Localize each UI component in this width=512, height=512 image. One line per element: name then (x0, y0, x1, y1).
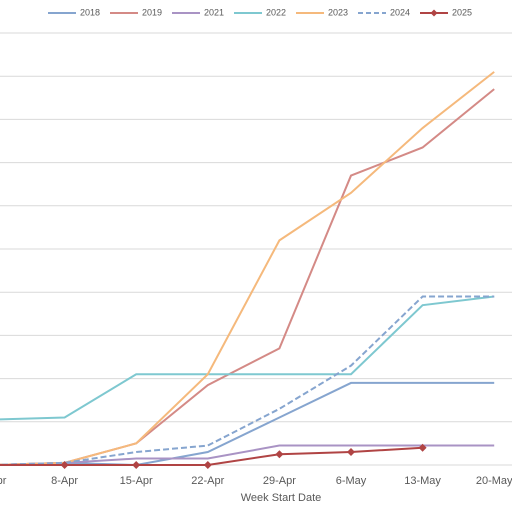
legend-label: 2019 (142, 7, 162, 17)
series-line (0, 88, 495, 466)
x-tick-label: 8-Apr (51, 475, 78, 487)
series-line (0, 444, 495, 466)
x-tick-label: 1-Apr (0, 475, 7, 487)
series-line (0, 381, 495, 467)
point-marker (132, 461, 141, 469)
x-tick-label: 13-May (404, 475, 441, 487)
legend-label: 2022 (266, 7, 286, 17)
x-axis-title: Week Start Date (241, 492, 322, 504)
series-line (0, 295, 495, 466)
x-tick-label: 20-May (476, 475, 512, 487)
series-line (0, 295, 495, 421)
legend-label: 2021 (204, 7, 224, 17)
x-tick-label: 15-Apr (120, 475, 153, 487)
legend-marker (430, 9, 438, 17)
point-marker (275, 450, 284, 459)
x-tick-label: 22-Apr (191, 475, 224, 487)
legend-label: 2025 (452, 7, 472, 17)
series-line (0, 71, 495, 466)
x-tick-label: 6-May (336, 475, 367, 487)
legend-label: 2024 (390, 7, 410, 17)
point-marker (347, 448, 355, 457)
legend-label: 2023 (328, 7, 348, 17)
x-tick-label: 29-Apr (263, 475, 296, 487)
point-marker (418, 443, 427, 452)
point-marker (203, 461, 212, 469)
legend-label: 2018 (80, 7, 100, 17)
point-marker (60, 461, 69, 469)
